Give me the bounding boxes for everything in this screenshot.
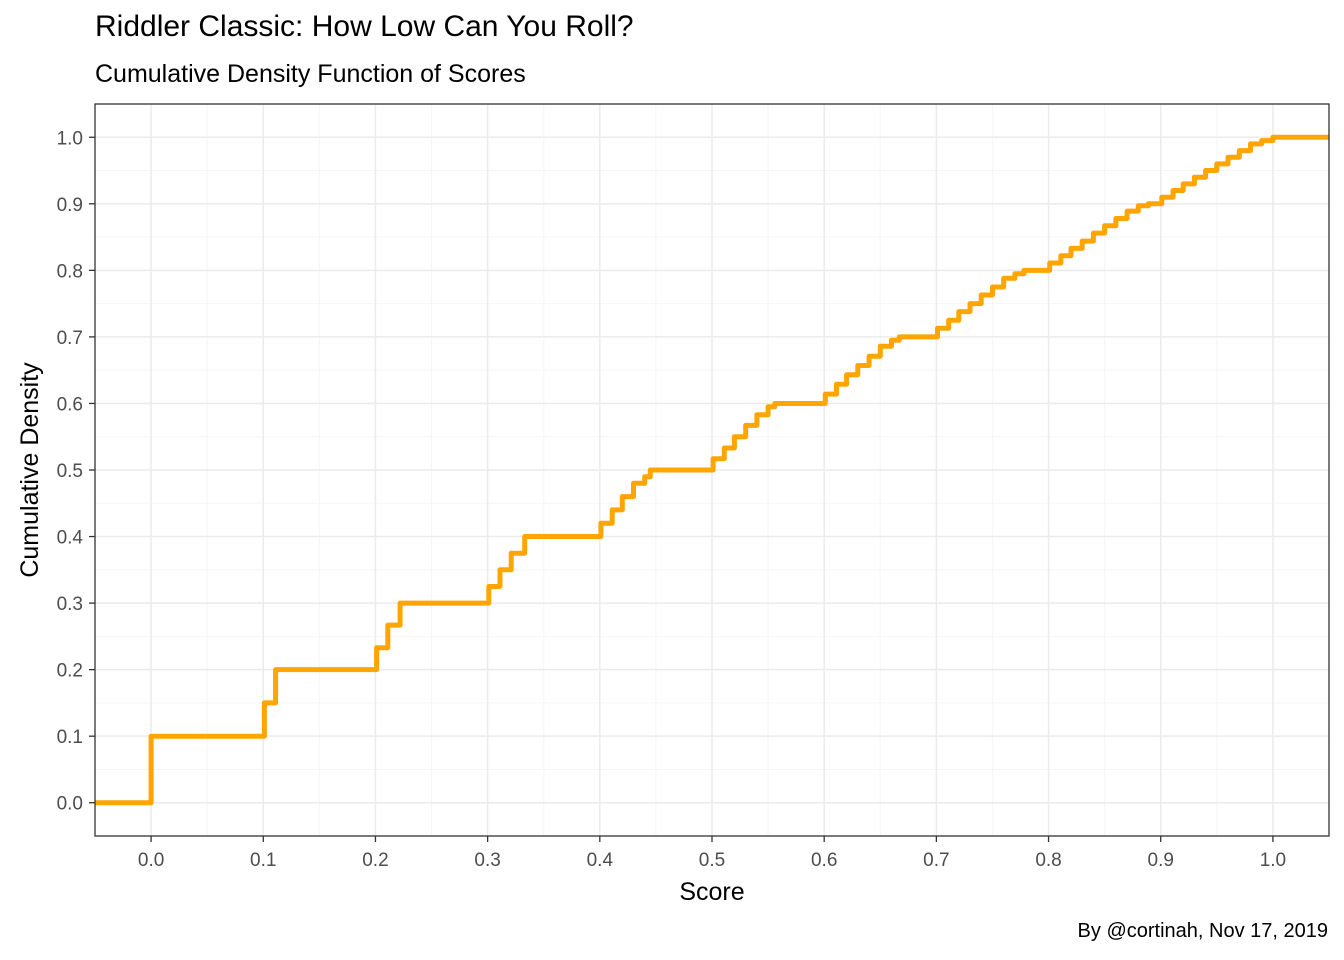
x-tick-label: 1.0 [1260, 850, 1286, 871]
y-tick-label: 0.9 [57, 195, 83, 216]
y-tick-label: 0.7 [57, 328, 83, 349]
axis-ticks: 0.0 0.1 0.2 0.3 0.4 0.5 0.6 0.7 0.8 0.9 1.0 0.0 0.1 0… [57, 128, 1287, 871]
x-tick-label: 0.5 [699, 850, 725, 871]
x-tick-label: 0.4 [587, 850, 614, 871]
chart-title: Riddler Classic: How Low Can You Roll? [95, 10, 634, 43]
y-tick-label: 0.2 [57, 661, 83, 682]
chart-subtitle: Cumulative Density Function of Scores [95, 60, 526, 88]
x-tick-label: 0.7 [923, 850, 949, 871]
data-series [95, 134, 1329, 806]
x-tick-label: 0.8 [1035, 850, 1061, 871]
y-tick-label: 0.0 [57, 794, 83, 815]
cdf-step-line [95, 134, 1329, 806]
y-tick-label: 0.8 [57, 261, 83, 282]
x-tick-label: 0.2 [362, 850, 388, 871]
x-tick-label: 0.1 [250, 850, 276, 871]
major-gridlines [95, 104, 1329, 836]
x-tick-label: 0.3 [474, 850, 500, 871]
chart-caption: By @cortinah, Nov 17, 2019 [1077, 920, 1328, 942]
y-tick-label: 1.0 [57, 128, 83, 149]
y-tick-label: 0.3 [57, 594, 83, 615]
y-tick-label: 0.5 [57, 461, 83, 482]
x-tick-label: 0.9 [1148, 850, 1174, 871]
y-axis-title: Cumulative Density [16, 362, 44, 578]
y-tick-label: 0.4 [57, 528, 84, 549]
y-tick-label: 0.6 [57, 394, 83, 415]
x-tick-label: 0.6 [811, 850, 837, 871]
y-tick-label: 0.1 [57, 727, 83, 748]
x-axis-title: Score [679, 878, 744, 906]
x-tick-label: 0.0 [138, 850, 164, 871]
